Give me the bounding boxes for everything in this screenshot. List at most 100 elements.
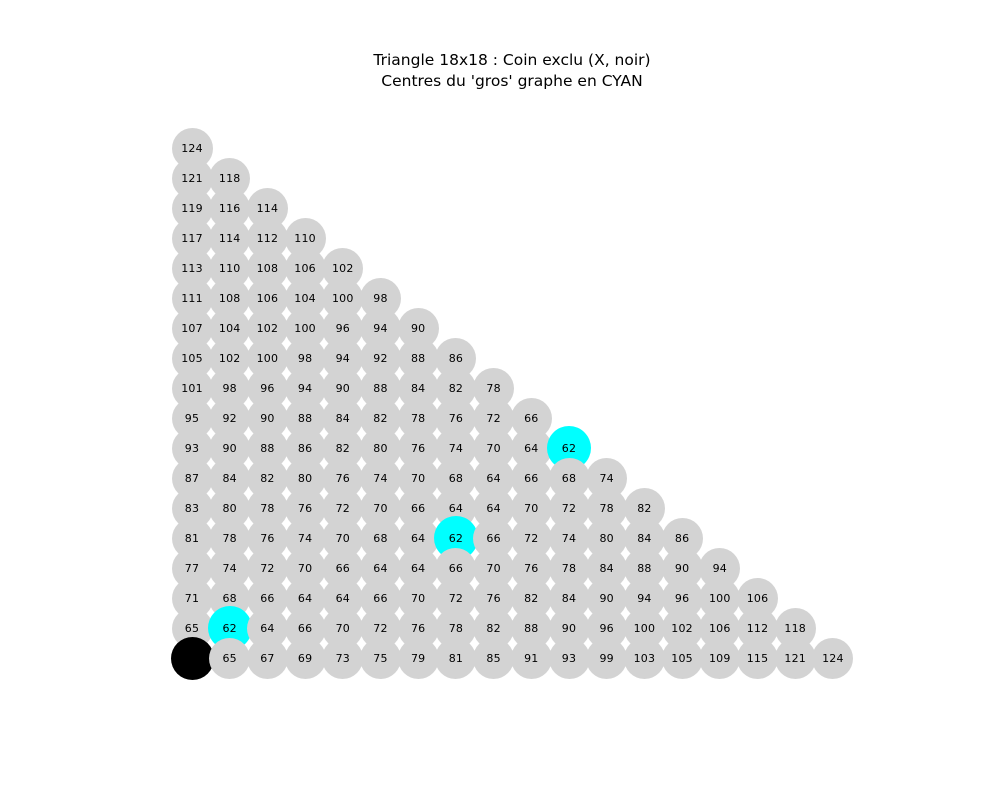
node-value: 92 xyxy=(373,351,388,365)
node-value: 76 xyxy=(524,561,539,575)
node-value: 113 xyxy=(181,261,203,275)
chart-title: Triangle 18x18 : Coin exclu (X, noir) Ce… xyxy=(373,50,650,92)
node-value: 72 xyxy=(335,501,350,515)
node-value: 102 xyxy=(671,621,693,635)
node-value: 64 xyxy=(448,501,464,515)
node-value: 88 xyxy=(297,411,313,425)
node-value: 88 xyxy=(373,381,388,395)
node-value: 79 xyxy=(410,651,426,665)
node-value: 110 xyxy=(218,261,241,275)
graph-node: 68 xyxy=(548,457,590,499)
node-value: 96 xyxy=(674,591,690,605)
node-value: 88 xyxy=(524,621,539,635)
node-value: 78 xyxy=(486,381,501,395)
node-value: 84 xyxy=(410,381,426,395)
graph-node: 124 xyxy=(812,637,854,679)
node-value: 66 xyxy=(410,501,426,515)
node-value: 80 xyxy=(599,531,614,545)
node-value: 109 xyxy=(708,651,731,665)
node-value: 72 xyxy=(486,411,501,425)
node-value: 94 xyxy=(637,591,652,605)
node-value: 70 xyxy=(335,531,350,545)
node-value: 78 xyxy=(448,621,464,635)
node-value: 70 xyxy=(486,561,501,575)
graph-node: 95 xyxy=(171,397,213,439)
node-value: 72 xyxy=(524,531,539,545)
graph-node: 68 xyxy=(360,517,401,559)
node-value: 110 xyxy=(294,231,316,245)
node-value: 118 xyxy=(218,171,241,185)
node-value: 70 xyxy=(486,441,501,455)
node-value: 108 xyxy=(218,291,241,305)
excluded-corner-node xyxy=(170,636,214,680)
node-value: 98 xyxy=(297,351,313,365)
node-value: 70 xyxy=(373,501,388,515)
node-value: 94 xyxy=(335,351,350,365)
graph-node: 81 xyxy=(435,637,477,679)
node-value: 112 xyxy=(256,231,279,245)
node-value: 72 xyxy=(373,621,388,635)
graph-node: 103 xyxy=(623,637,665,679)
node-value: 68 xyxy=(448,471,464,485)
node-value: 64 xyxy=(486,501,501,515)
node-value: 100 xyxy=(294,321,316,335)
node-value: 68 xyxy=(222,591,237,605)
center-node: 62 xyxy=(433,516,478,560)
node-value: 106 xyxy=(256,291,279,305)
node-value: 64 xyxy=(486,471,501,485)
graph-node: 117 xyxy=(171,217,213,259)
node-value: 64 xyxy=(297,591,313,605)
graph-node: 67 xyxy=(246,637,288,679)
node-value: 82 xyxy=(260,471,275,485)
node-value: 103 xyxy=(633,651,656,665)
graph-node: 72 xyxy=(548,487,590,529)
node-value: 66 xyxy=(335,561,350,575)
node-value: 88 xyxy=(260,441,275,455)
node-value: 80 xyxy=(222,501,237,515)
node-value: 114 xyxy=(256,201,279,215)
node-value: 74 xyxy=(297,531,313,545)
node-value: 94 xyxy=(373,321,388,335)
node-value: 98 xyxy=(222,381,237,395)
graph-node: 109 xyxy=(699,637,741,679)
node-value: 76 xyxy=(410,621,426,635)
node-value: 81 xyxy=(448,651,464,665)
graph-node: 105 xyxy=(661,637,703,679)
node-value: 105 xyxy=(671,651,693,665)
node-value: 70 xyxy=(297,561,313,575)
node-value: 73 xyxy=(335,651,350,665)
node-value: 66 xyxy=(524,471,539,485)
node-value: 78 xyxy=(599,501,614,515)
node-value: 68 xyxy=(373,531,388,545)
node-value: 90 xyxy=(260,411,275,425)
node-value: 91 xyxy=(524,651,539,665)
node-value: 86 xyxy=(297,441,313,455)
node-value: 119 xyxy=(181,201,203,215)
node-value: 70 xyxy=(524,501,539,515)
node-value: 62 xyxy=(222,621,237,635)
node-value: 80 xyxy=(297,471,313,485)
node-value: 76 xyxy=(410,441,426,455)
node-value: 84 xyxy=(335,411,350,425)
node-value: 117 xyxy=(181,231,203,245)
node-value: 66 xyxy=(260,591,275,605)
node-value: 86 xyxy=(674,531,690,545)
node-value: 112 xyxy=(746,621,769,635)
node-value: 69 xyxy=(297,651,313,665)
node-value: 66 xyxy=(373,591,388,605)
node-value: 102 xyxy=(218,351,241,365)
graph-node: 66 xyxy=(510,457,552,499)
node-value: 94 xyxy=(712,561,727,575)
node-value: 90 xyxy=(410,321,426,335)
node-value: 100 xyxy=(331,291,354,305)
graph-node: 99 xyxy=(586,637,628,679)
node-value: 82 xyxy=(486,621,501,635)
node-value: 104 xyxy=(218,321,241,335)
node-value: 101 xyxy=(181,381,203,395)
node-value: 71 xyxy=(184,591,200,605)
graph-node: 91 xyxy=(510,637,552,679)
node-value: 76 xyxy=(297,501,313,515)
node-value: 104 xyxy=(294,291,316,305)
node-value: 96 xyxy=(335,321,350,335)
graph-node: 93 xyxy=(548,637,590,679)
